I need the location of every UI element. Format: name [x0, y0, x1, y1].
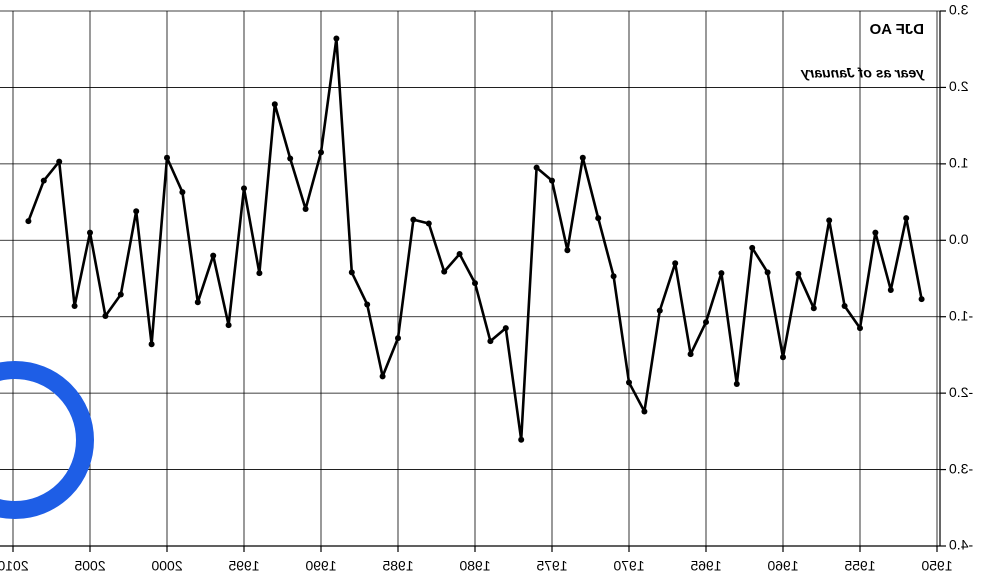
data-point	[395, 335, 401, 341]
y-tick-label: 3.0	[949, 2, 969, 18]
data-point	[349, 269, 355, 275]
data-point	[487, 338, 493, 344]
x-tick-label: 1990	[305, 558, 336, 574]
x-tick-label: 2005	[74, 558, 105, 574]
data-point	[287, 156, 293, 162]
data-point	[626, 379, 632, 385]
data-point	[25, 218, 31, 224]
data-point	[472, 280, 478, 286]
data-point	[333, 36, 339, 42]
x-tick-label: 2000	[151, 558, 182, 574]
x-tick-label: 1950	[921, 558, 952, 574]
data-point	[56, 159, 62, 165]
data-point	[179, 189, 185, 195]
data-point	[102, 313, 108, 319]
data-point	[842, 303, 848, 309]
data-point	[765, 269, 771, 275]
data-point	[272, 101, 278, 107]
data-point	[149, 341, 155, 347]
x-tick-label: 1985	[382, 558, 413, 574]
y-tick-label: -4.0	[949, 537, 973, 553]
y-tick-label: 2.0	[949, 78, 969, 94]
x-tick-label: 1960	[767, 558, 798, 574]
data-point	[919, 296, 925, 302]
data-point	[72, 303, 78, 309]
data-point	[688, 351, 694, 357]
data-point	[795, 271, 801, 277]
x-tick-label: 1955	[844, 558, 875, 574]
y-tick-label: -1.0	[949, 307, 973, 323]
data-point	[164, 155, 170, 161]
data-point	[549, 178, 555, 184]
data-point	[503, 325, 509, 331]
data-point	[857, 325, 863, 331]
data-point	[657, 308, 663, 314]
data-point	[41, 178, 47, 184]
data-point	[888, 287, 894, 293]
data-point	[133, 208, 139, 214]
data-point	[518, 437, 524, 443]
x-tick-label: 1975	[536, 558, 567, 574]
data-point	[749, 245, 755, 251]
data-point	[241, 185, 247, 191]
data-point	[718, 270, 724, 276]
data-point	[303, 206, 309, 212]
data-point	[380, 373, 386, 379]
data-point	[672, 260, 678, 266]
data-point	[703, 319, 709, 325]
x-tick-label: 1995	[228, 558, 259, 574]
data-point	[872, 230, 878, 236]
data-point	[364, 301, 370, 307]
chart-title: DJF AO	[869, 21, 924, 38]
data-point	[318, 149, 324, 155]
data-point	[611, 273, 617, 279]
data-point	[826, 217, 832, 223]
data-point	[118, 292, 124, 298]
plot: 1950 1955 1960 1965 1970 1975 1980 1985 1990 1995…	[0, 11, 953, 574]
y-tick-label: 0.0	[949, 231, 969, 247]
data-point	[195, 299, 201, 305]
data-point	[256, 270, 262, 276]
data-point	[595, 215, 601, 221]
data-point	[87, 230, 93, 236]
data-point	[441, 269, 447, 275]
chart-subtitle: year as of January	[800, 65, 925, 81]
data-point	[410, 217, 416, 223]
x-tick-label: 1965	[690, 558, 721, 574]
chart: DJF AO year as of January 19501955196019…	[0, 0, 1004, 587]
data-point	[564, 247, 570, 253]
data-point	[226, 322, 232, 328]
data-point	[903, 215, 909, 221]
data-point	[641, 408, 647, 414]
data-point	[580, 155, 586, 161]
y-tick-label: -2.0	[949, 384, 973, 400]
data-point	[734, 381, 740, 387]
x-tick-label: 1980	[459, 558, 490, 574]
x-tick-label: 1970	[613, 558, 644, 574]
data-point	[534, 165, 540, 171]
data-point	[780, 354, 786, 360]
y-tick-label: -3.0	[949, 460, 973, 476]
data-point	[210, 253, 216, 259]
data-point	[457, 251, 463, 257]
data-point	[426, 220, 432, 226]
data-point	[811, 305, 817, 311]
x-tick-label: 2010	[0, 558, 29, 574]
y-tick-label: 1.0	[949, 155, 969, 171]
